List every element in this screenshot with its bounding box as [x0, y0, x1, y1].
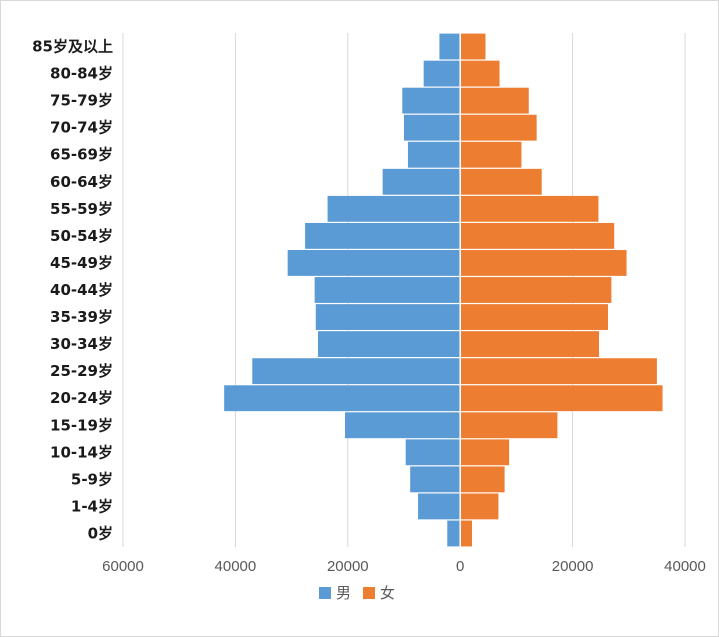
category-label: 50-54岁: [50, 227, 113, 245]
bar-female-12: [460, 195, 599, 222]
legend-swatch: [319, 587, 331, 599]
bar-female-1: [460, 493, 499, 520]
bar-female-5: [460, 385, 663, 412]
bar-female-2: [460, 466, 505, 493]
category-label: 80-84岁: [50, 65, 113, 83]
category-label: 70-74岁: [50, 119, 113, 137]
x-tick-label: 40000: [215, 558, 257, 575]
bar-male-17: [423, 60, 461, 87]
category-label: 1-4岁: [71, 497, 113, 515]
bar-female-9: [460, 277, 612, 303]
x-tick-labels: 60000 40000 20000 0 20000 40000: [102, 558, 706, 575]
bar-female-17: [460, 60, 500, 87]
bar-male-16: [402, 87, 461, 114]
category-label: 5-9岁: [71, 470, 113, 488]
category-label: 55-59岁: [50, 200, 113, 218]
bar-male-6: [252, 358, 461, 385]
legend-swatch: [363, 587, 375, 599]
category-label: 60-64岁: [50, 173, 113, 191]
bar-male-4: [344, 412, 461, 439]
bar-female-8: [460, 304, 609, 330]
bar-female-16: [460, 87, 529, 114]
category-label: 20-24岁: [50, 389, 113, 407]
category-label: 25-29岁: [50, 362, 113, 380]
bar-male-2: [410, 466, 461, 493]
bar-female-7: [460, 331, 600, 358]
bar-male-5: [224, 385, 461, 412]
bar-female-4: [460, 412, 558, 439]
legend-label: 女: [380, 584, 395, 602]
bar-female-3: [460, 439, 510, 466]
category-label: 65-69岁: [50, 146, 113, 164]
bar-male-11: [305, 222, 461, 249]
bar-female-0: [460, 520, 473, 547]
bar-female-15: [460, 114, 537, 141]
category-label: 0岁: [88, 524, 113, 542]
legend-item-0: 男: [319, 584, 351, 602]
category-label: 40-44岁: [50, 281, 113, 299]
bar-male-15: [404, 114, 461, 141]
bar-male-0: [447, 520, 461, 547]
bar-male-14: [407, 141, 461, 168]
bar-female-10: [460, 250, 627, 276]
bars: [224, 33, 663, 547]
bar-female-18: [460, 33, 486, 60]
category-label: 85岁及以上: [32, 38, 113, 56]
x-tick-label: 40000: [664, 558, 706, 575]
legend-label: 男: [336, 584, 351, 602]
legend-item-1: 女: [363, 584, 395, 602]
bar-male-7: [318, 331, 461, 358]
x-tick-label: 20000: [327, 558, 369, 575]
category-label: 75-79岁: [50, 92, 113, 110]
category-label: 10-14岁: [50, 443, 113, 461]
bar-female-11: [460, 222, 615, 249]
category-label: 45-49岁: [50, 254, 113, 272]
category-label: 30-34岁: [50, 335, 113, 353]
bar-female-14: [460, 141, 522, 168]
category-label: 15-19岁: [50, 416, 113, 434]
bar-male-10: [287, 250, 461, 276]
x-tick-label: 20000: [552, 558, 594, 575]
bar-male-13: [382, 168, 461, 195]
category-labels: 0岁 1-4岁 5-9岁 10-14岁 15-19岁 20-24岁 25-29岁 30-34岁…: [32, 38, 113, 543]
legend: 男女: [319, 584, 395, 602]
bar-female-6: [460, 358, 657, 385]
bar-male-3: [405, 439, 461, 466]
bar-male-1: [418, 493, 461, 520]
x-tick-label: 60000: [102, 558, 144, 575]
x-tick-label: 0: [456, 558, 464, 575]
bar-male-12: [327, 195, 461, 222]
bar-male-18: [439, 33, 461, 60]
bar-male-9: [314, 277, 461, 303]
bar-female-13: [460, 168, 542, 195]
bar-male-8: [315, 304, 461, 330]
category-label: 35-39岁: [50, 308, 113, 326]
